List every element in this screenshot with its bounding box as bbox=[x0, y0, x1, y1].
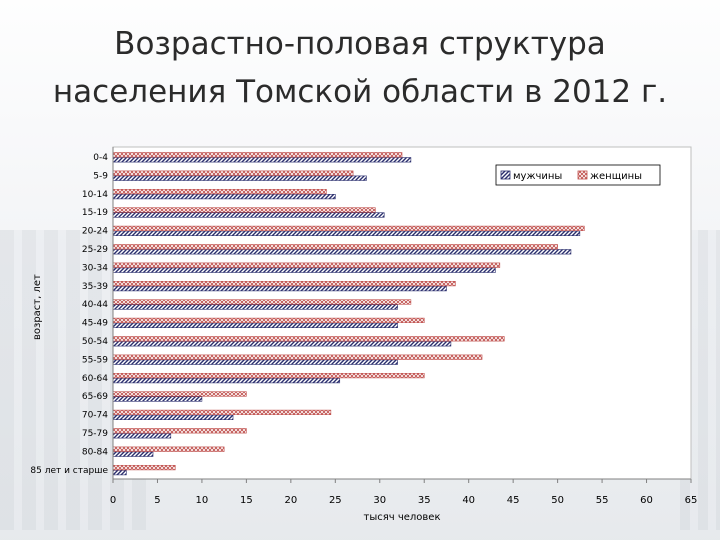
y-tick-label: 60-64 bbox=[82, 374, 108, 384]
bar-men bbox=[112, 433, 172, 439]
bar-men bbox=[112, 451, 154, 457]
bar-men bbox=[112, 286, 447, 292]
y-tick-label: 10-14 bbox=[82, 190, 108, 200]
bar-men bbox=[112, 157, 412, 163]
x-tick-label: 45 bbox=[507, 495, 520, 506]
x-tick-label: 60 bbox=[640, 495, 653, 506]
bar-women bbox=[112, 428, 247, 434]
bar-men bbox=[112, 378, 341, 384]
x-tick-label: 25 bbox=[329, 495, 342, 506]
bar-women bbox=[112, 281, 456, 287]
x-tick-label: 65 bbox=[685, 495, 698, 506]
bar-women bbox=[112, 317, 425, 324]
title-line-1: Возрастно-половая структура bbox=[114, 26, 606, 62]
bar-women bbox=[112, 207, 376, 213]
x-tick-label: 55 bbox=[596, 495, 609, 506]
y-tick-label: 30-34 bbox=[82, 263, 108, 273]
chart-container: 0-4 5-9 10-14 15-19 20-24 25-29 30-34 35-39 40-4… bbox=[0, 140, 720, 535]
bar-women bbox=[112, 409, 332, 416]
y-tick-label: 55-59 bbox=[82, 355, 108, 365]
bar-men bbox=[112, 212, 385, 218]
bar-women bbox=[112, 464, 176, 471]
legend-swatch-women bbox=[577, 170, 588, 180]
y-axis-title: возраст, лет bbox=[32, 274, 43, 340]
y-tick-label: 80-84 bbox=[82, 447, 108, 457]
bar-women bbox=[112, 225, 585, 231]
bar-men bbox=[112, 304, 398, 310]
x-tick-label: 30 bbox=[373, 495, 386, 506]
x-tick-label: 20 bbox=[284, 495, 297, 506]
y-tick-label: 5-9 bbox=[93, 171, 108, 181]
plot-area bbox=[112, 146, 692, 480]
y-tick-label: 85 лет и старше bbox=[30, 466, 108, 476]
bar-men bbox=[112, 230, 581, 236]
y-tick-label: 25-29 bbox=[82, 245, 108, 255]
x-tick-label: 0 bbox=[110, 495, 116, 506]
bar-women bbox=[112, 262, 501, 268]
legend-swatch-men bbox=[500, 170, 511, 180]
y-tick-label: 75-79 bbox=[82, 429, 108, 439]
y-tick-label: 70-74 bbox=[82, 411, 108, 421]
y-tick-label: 65-69 bbox=[82, 392, 108, 402]
x-tick-label: 35 bbox=[418, 495, 431, 506]
x-tick-label: 40 bbox=[462, 495, 475, 506]
x-tick-label: 15 bbox=[240, 495, 253, 506]
bar-men bbox=[112, 193, 336, 200]
bar-women bbox=[112, 336, 505, 342]
bar-men bbox=[112, 469, 127, 476]
bar-women bbox=[112, 188, 327, 195]
x-axis-title: тысяч человек bbox=[364, 512, 441, 523]
y-tick-label: 40-44 bbox=[82, 300, 108, 310]
bar-women bbox=[112, 152, 403, 158]
bar-women bbox=[112, 244, 558, 250]
bar-chart: 0-4 5-9 10-14 15-19 20-24 25-29 30-34 35-39 40-4… bbox=[30, 146, 698, 523]
bar-men bbox=[112, 267, 496, 273]
legend-label-men: мужчины bbox=[513, 171, 562, 182]
title-line-2: населения Томской области в 2012 г. bbox=[52, 74, 668, 110]
bar-men bbox=[112, 396, 203, 402]
legend-label-women: женщины bbox=[590, 171, 642, 182]
bar-women bbox=[112, 446, 225, 452]
bar-women bbox=[112, 354, 483, 360]
bar-women bbox=[112, 170, 354, 176]
y-tick-label: 15-19 bbox=[82, 208, 108, 218]
bar-women bbox=[112, 391, 247, 397]
x-tick-label: 10 bbox=[196, 495, 209, 506]
legend: мужчины женщины bbox=[495, 164, 661, 186]
bar-men bbox=[112, 414, 234, 421]
bar-women bbox=[112, 373, 425, 379]
bar-men bbox=[112, 322, 398, 329]
y-tick-label: 45-49 bbox=[82, 319, 108, 329]
y-tick-label: 35-39 bbox=[82, 282, 108, 292]
y-tick-label: 50-54 bbox=[82, 337, 108, 347]
bar-men bbox=[112, 175, 367, 181]
bar-women bbox=[112, 299, 412, 305]
bar-men bbox=[112, 341, 452, 347]
y-tick-label: 20-24 bbox=[82, 227, 108, 237]
x-tick-label: 50 bbox=[551, 495, 564, 506]
y-tick-label: 0-4 bbox=[93, 153, 108, 163]
slide-title: Возрастно-половая структура населения То… bbox=[0, 20, 720, 116]
bar-men bbox=[112, 359, 398, 365]
bar-men bbox=[112, 249, 572, 255]
x-tick-label: 5 bbox=[154, 495, 160, 506]
